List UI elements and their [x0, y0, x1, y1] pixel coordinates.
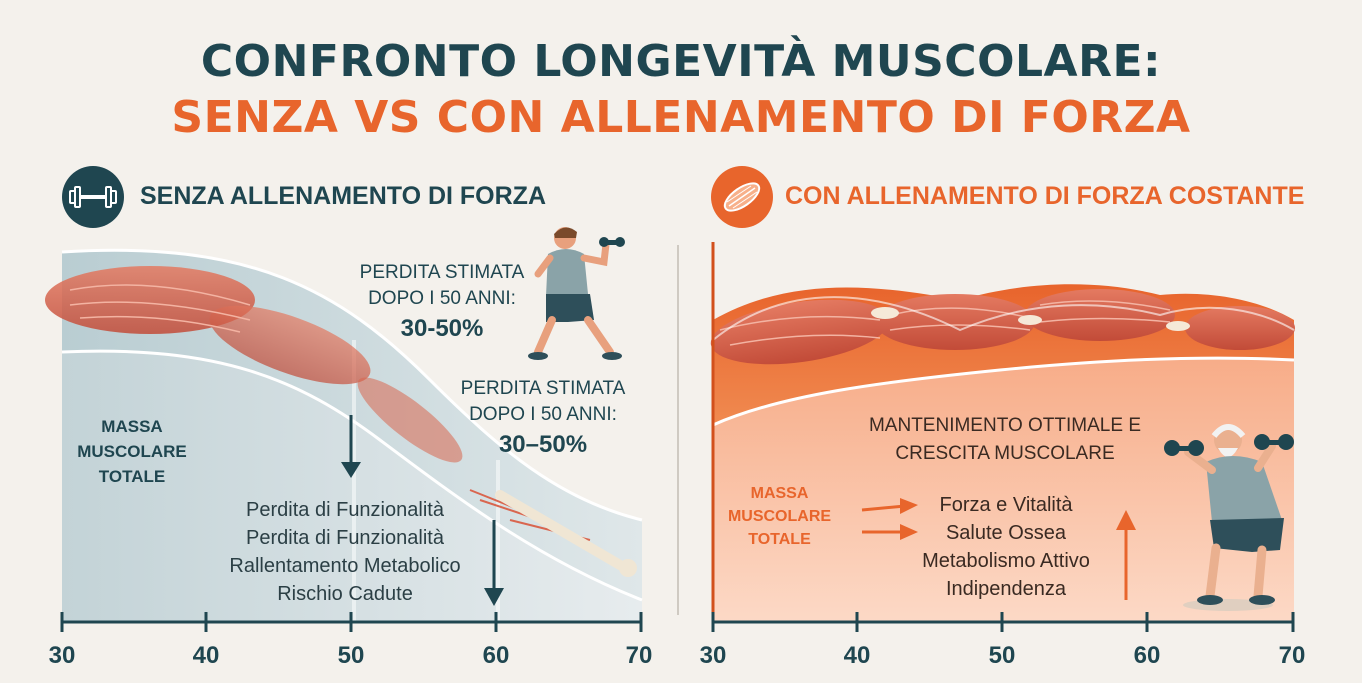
muscle-bundle-left: [45, 266, 637, 577]
right-chart: [710, 242, 1295, 632]
left-tick-label: 30: [48, 642, 76, 669]
left-area-label-line-2: MUSCOLARE: [77, 442, 187, 461]
loss-text-1-line-1: PERDITA STIMATA: [359, 262, 525, 283]
right-tick-label: 60: [1133, 642, 1161, 669]
right-area-label-line-3: TOTALE: [748, 531, 811, 548]
left-area-label-line-3: TOTALE: [98, 467, 166, 486]
right-tick-label: 40: [843, 642, 871, 669]
benefit-item: Salute Ossea: [945, 522, 1067, 544]
loss-text-1-line-2: DOPO I 50 ANNI:: [368, 288, 516, 309]
benefit-item: Forza e Vitalità: [939, 494, 1073, 516]
left-chart: [45, 248, 643, 632]
left-header: SENZA ALLENAMENTO DI FORZA: [140, 182, 547, 210]
benefit-item: Metabolismo Attivo: [922, 550, 1090, 572]
right-area-label-line-2: MUSCOLARE: [727, 508, 832, 525]
consequence-item: Perdita di Funzionalità: [246, 499, 444, 521]
title-line-1: CONFRONTO LONGEVITÀ MUSCOLARE:: [200, 36, 1162, 87]
benefit-item: Indipendenza: [945, 578, 1067, 600]
right-main-text-line-2: CRESCITA MUSCOLARE: [895, 443, 1115, 464]
consequence-item: Perdita di Funzionalità: [246, 527, 444, 549]
right-header: CON ALLENAMENTO DI FORZA COSTANTE: [785, 182, 1305, 210]
consequence-item: Rallentamento Metabolico: [229, 555, 461, 577]
loss-text-2-line-1: PERDITA STIMATA: [460, 378, 626, 399]
title-line-2: SENZA VS CON ALLENAMENTO DI FORZA: [171, 92, 1191, 143]
right-tick-label: 50: [988, 642, 1016, 669]
right-tick-label: 30: [699, 642, 727, 669]
consequence-item: Rischio Cadute: [277, 583, 413, 605]
muscle-bundle-right: [710, 289, 1295, 365]
left-tick-label: 50: [337, 642, 365, 669]
loss-text-1: PERDITA STIMATA DOPO I 50 ANNI: 30-50%: [352, 260, 532, 342]
young-man-lifting-figure: [528, 227, 625, 360]
left-tick-label: 40: [192, 642, 220, 669]
right-main-text: MANTENIMENTO OTTIMALE E CRESCITA MUSCOLA…: [850, 412, 1160, 468]
loss-value-2: 30–50%: [498, 431, 588, 458]
right-area-label: MASSA MUSCOLARE TOTALE: [712, 482, 847, 551]
muscle-icon: [711, 166, 773, 228]
right-area-label-line-1: MASSA: [750, 485, 809, 502]
right-main-text-line-1: MANTENIMENTO OTTIMALE E: [868, 415, 1141, 436]
left-tick-label: 60: [482, 642, 510, 669]
dumbbell-icon: [62, 166, 124, 228]
right-tick-label: 70: [1278, 642, 1306, 669]
loss-text-2-line-2: DOPO I 50 ANNI:: [469, 404, 617, 425]
senior-man-lifting-figure: [1164, 424, 1294, 611]
left-tick-label: 70: [625, 642, 653, 669]
consequences-list: Perdita di Funzionalità Perdita di Funzi…: [200, 496, 490, 608]
loss-text-2: PERDITA STIMATA DOPO I 50 ANNI: 30–50%: [448, 376, 638, 458]
benefits-list: Forza e Vitalità Salute Ossea Metabolism…: [896, 491, 1116, 603]
left-area-label-line-1: MASSA: [101, 417, 163, 436]
loss-value-1: 30-50%: [400, 315, 484, 342]
left-area-label: MASSA MUSCOLARE TOTALE: [62, 414, 202, 489]
